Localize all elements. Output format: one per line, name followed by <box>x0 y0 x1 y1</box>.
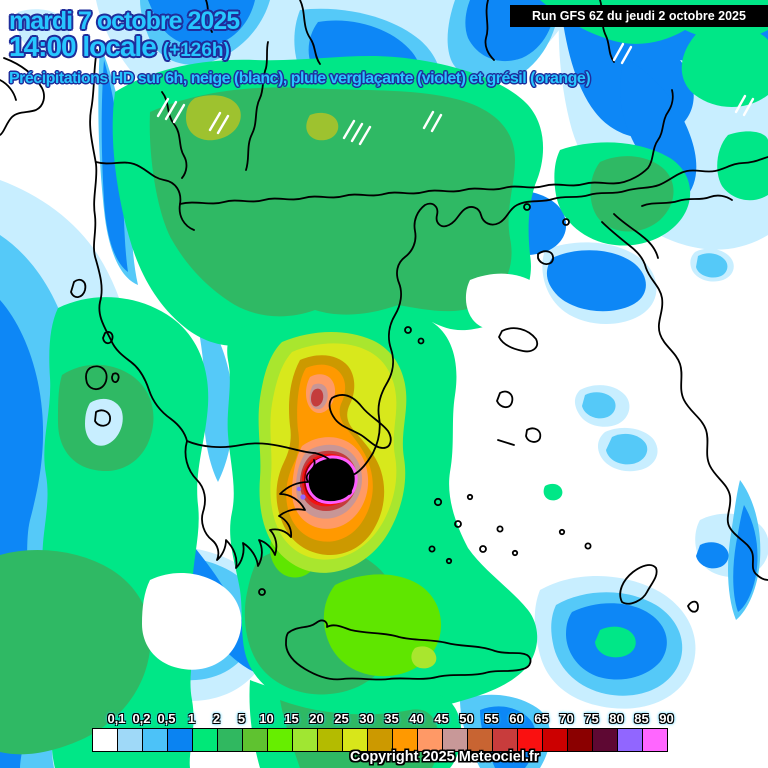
legend-swatch <box>293 729 318 751</box>
legend-swatch <box>168 729 193 751</box>
legend-swatch <box>143 729 168 751</box>
legend-label: 10 <box>259 711 274 726</box>
forecast-time: 14:00 locale (+126h) <box>9 31 230 63</box>
legend-swatch <box>393 729 418 751</box>
legend-swatch <box>568 729 593 751</box>
run-banner: Run GFS 6Z du jeudi 2 octobre 2025 <box>510 5 768 27</box>
copyright: Copyright 2025 Meteociel.fr <box>350 749 540 765</box>
legend-label: 20 <box>309 711 324 726</box>
legend-label: 0,2 <box>132 711 151 726</box>
legend-label: 70 <box>559 711 574 726</box>
legend-swatch <box>93 729 118 751</box>
legend-swatch <box>443 729 468 751</box>
legend-label: 1 <box>187 711 196 726</box>
legend-label: 85 <box>634 711 649 726</box>
legend-label: 90 <box>659 711 674 726</box>
legend-label: 50 <box>459 711 474 726</box>
legend-swatch <box>343 729 368 751</box>
legend-swatch <box>243 729 268 751</box>
legend-swatch <box>643 729 667 751</box>
legend-swatch <box>418 729 443 751</box>
legend-swatch <box>318 729 343 751</box>
legend-label: 25 <box>334 711 349 726</box>
legend-label: 2 <box>212 711 221 726</box>
forecast-time-label: 14:00 locale <box>9 31 157 62</box>
legend-label: 80 <box>609 711 624 726</box>
map-layer-dry-pockets <box>85 273 549 670</box>
borders-layer <box>95 0 674 231</box>
legend-label: 65 <box>534 711 549 726</box>
legend-swatch <box>368 729 393 751</box>
legend-label: 40 <box>409 711 424 726</box>
legend-label: 30 <box>359 711 374 726</box>
legend-swatch <box>518 729 543 751</box>
legend-label: 45 <box>434 711 449 726</box>
map-subtitle: Précipitations HD sur 6h, neige (blanc),… <box>9 70 591 87</box>
forecast-offset: (+126h) <box>162 40 230 61</box>
legend-swatch <box>618 729 643 751</box>
legend-label: 55 <box>484 711 499 726</box>
legend-label: 5 <box>237 711 246 726</box>
legend-label: 60 <box>509 711 524 726</box>
snow-hatch-layer <box>156 42 755 146</box>
legend-swatch <box>193 729 218 751</box>
legend-swatch <box>268 729 293 751</box>
forecast-date: mardi 7 octobre 2025 <box>9 7 240 35</box>
legend-label: 0,1 <box>107 711 126 726</box>
legend-swatch <box>593 729 618 751</box>
coastlines-layer <box>0 49 768 681</box>
legend-labels: 0,1 0,2 0,5 1 2 5 10 15 20 25 30 35 40 45 50 55 60 65 70 75… <box>104 711 679 726</box>
legend-label: 35 <box>384 711 399 726</box>
legend-swatch <box>543 729 568 751</box>
legend-swatches <box>92 728 668 752</box>
legend-label: 75 <box>584 711 599 726</box>
map-layer-intense-core <box>258 331 407 573</box>
legend-label: 15 <box>284 711 299 726</box>
legend-swatch <box>218 729 243 751</box>
legend-swatch <box>118 729 143 751</box>
legend-swatch <box>493 729 518 751</box>
legend-label: 0,5 <box>157 711 176 726</box>
legend-swatch <box>468 729 493 751</box>
